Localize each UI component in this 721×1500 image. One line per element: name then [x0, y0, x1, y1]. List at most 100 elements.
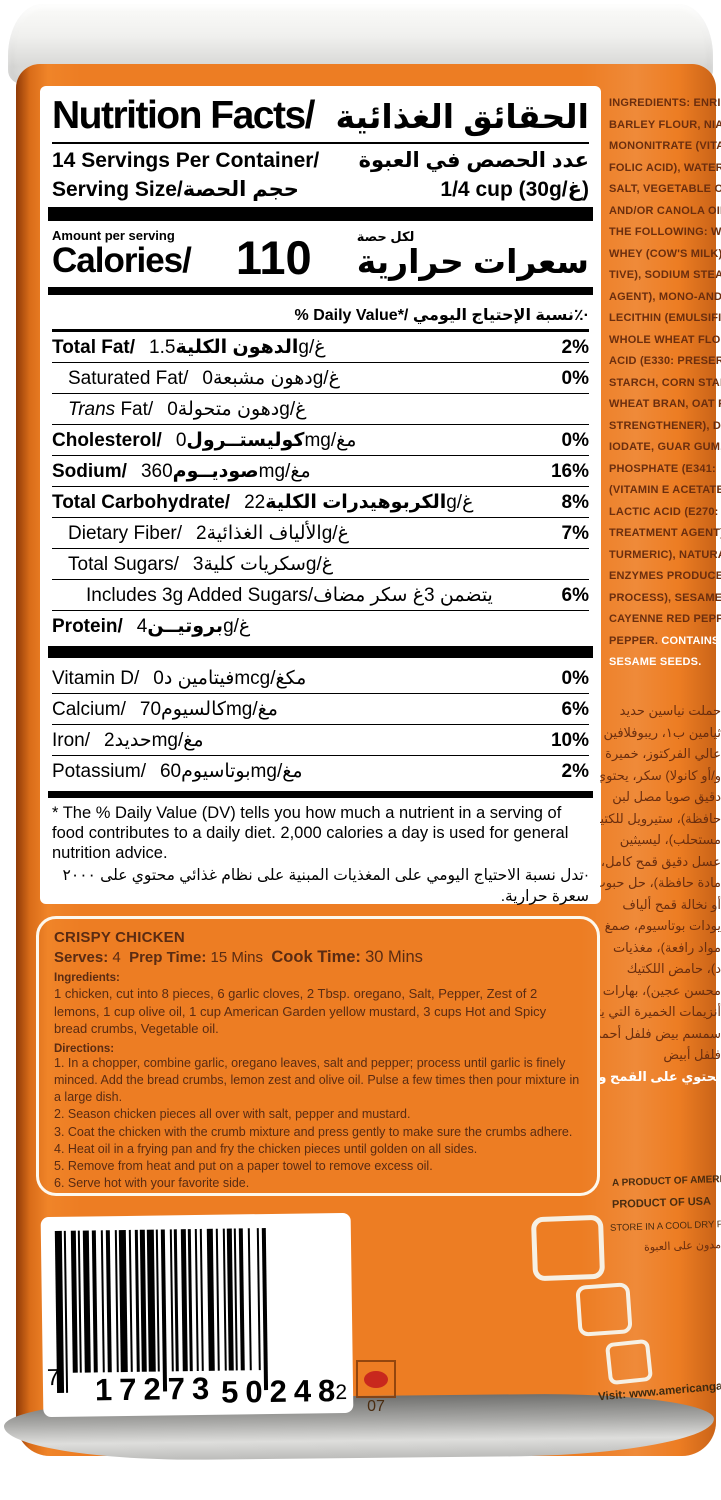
- recipe-ingredients-label: Ingredients:: [54, 972, 120, 984]
- ingredients-line: FOLIC ACID), WATER, Y: [609, 161, 721, 174]
- ingredients-line-ar: مادة حافظة)، حل حبوب: [600, 875, 721, 890]
- nutrition-facts-panel: Nutrition Facts/ الحقائق الغذائية 14 Ser…: [40, 86, 601, 905]
- panel-title-ar: الحقائق الغذائية: [335, 98, 589, 135]
- cook-label: Cook Time:: [271, 948, 361, 966]
- panel-title-en: Nutrition Facts/: [52, 94, 316, 137]
- print-code: 07: [367, 1398, 385, 1415]
- servings-ar: عدد الحصص في العبوة: [358, 149, 589, 172]
- ingredients-line-ar: عالي الفركتوز، خميرة: [605, 746, 721, 761]
- ingredients-line-ar: محسن عجين)، بهارات وألوان: [600, 982, 721, 998]
- ingredients-line: TIVE), SODIUM STEARO: [609, 269, 721, 281]
- ingredients-line-ar: دقيق صويا مصل لبن: [612, 789, 721, 804]
- red-dot-icon: [364, 1370, 388, 1388]
- ingredients-line-ar: سمسم بيض فلفل أحمر: [600, 1025, 721, 1041]
- ingredients-line-ar: حافظة)، ستيرويل للكتيلات: [600, 810, 721, 826]
- divider-thick: [48, 791, 593, 798]
- direction-step: 5. Remove from heat and put on a paper t…: [54, 1159, 433, 1174]
- recipe-meta: Serves: 4 Prep Time: 15 Mins Cook Time: …: [54, 948, 582, 967]
- ingredients-line: BARLEY FLOUR, NIACIN: [609, 118, 721, 131]
- decorative-square-large: [530, 1214, 606, 1282]
- serves-label: Serves:: [54, 949, 109, 966]
- direction-step: 6. Serve hot with your favorite side.: [54, 1176, 250, 1191]
- ingredients-line: IODATE, GUAR GUM,: [609, 441, 721, 453]
- vitamin-row-iron: Iron/حديد2mg/مغ 10%: [52, 725, 589, 756]
- decorative-square-small: [604, 1338, 654, 1386]
- barcode-group-1: 17273: [94, 1370, 217, 1408]
- ingredients-line-ar: حملت نياسين حديد: [619, 703, 721, 718]
- ingredients-line: (VITAMIN E ACETATE,: [609, 484, 721, 496]
- ingredients-column-en: INGREDIENTS: ENRICHE BARLEY FLOUR, NIACIN…: [609, 93, 721, 674]
- recipe-ingredients: 1 chicken, cut into 8 pieces, 6 garlic c…: [54, 986, 547, 1037]
- barcode-bars: [54, 1228, 273, 1393]
- ingredients-line: LACTIC ACID (E270: PRE: [609, 505, 721, 518]
- ingredients-line-ar: أو نخالة قمح ألياف: [622, 896, 721, 912]
- recipe-directions-label: Directions:: [54, 1042, 115, 1055]
- ingredients-column-ar: حملت نياسين حديد ثيامين ب١، ريبوفلافين عال…: [600, 700, 721, 1087]
- prep-value: 15 Mins: [210, 949, 264, 966]
- ingredients-line: CAYENNE RED PEPPE: [609, 613, 721, 625]
- prep-label: Prep Time:: [129, 949, 207, 966]
- calories-label: Calories/: [52, 241, 192, 280]
- barcode-digit-left: 7: [46, 1363, 60, 1391]
- nutrient-row-sat-fat: Saturated Fat/دهون مشبعة0g/غ 0%: [52, 363, 589, 394]
- ingredients-line-ar: يودات بوتاسيوم، صمغ: [604, 918, 721, 933]
- panel-title: Nutrition Facts/ الحقائق الغذائية: [52, 94, 589, 144]
- vitamin-row-potassium: Potassium/بوتاسيوم60mg/مغ 2%: [52, 761, 589, 782]
- servings-row: 14 Servings Per Container/ عدد الحصص في …: [52, 148, 589, 173]
- contains-ar: يحتوي على القمح والسمسم.: [600, 1068, 721, 1084]
- ingredients-line-ar: أنزيمات الخميرة التي يتم: [600, 1004, 721, 1019]
- ingredients-line: WHOLE WHEAT FLOUR: [609, 333, 721, 346]
- ingredients-line: PHOSPHATE (E341:: [609, 462, 716, 475]
- calories-left: Amount per serving Calories/: [52, 228, 192, 280]
- ingredients-line-ar: فلفل أبيض: [663, 1047, 721, 1062]
- barcode-digit-right: 2: [335, 1380, 348, 1405]
- serves-value: 4: [112, 949, 121, 966]
- amount-per-serving: Amount per serving: [52, 228, 175, 243]
- footnote-en: * The % Daily Value (DV) tells you how m…: [52, 804, 569, 863]
- decorative-square-medium: [575, 1282, 633, 1337]
- nutrient-row-added-sugars: Includes 3g Added Sugars/يتضمن 3غ سكر مض…: [52, 580, 589, 611]
- ingredients-line: AND/OR CANOLA OIL),: [609, 204, 721, 217]
- nutrient-row-trans-fat: Trans Fat/دهون متحولة0g/غ: [52, 394, 589, 425]
- recipe-directions: 1. In a chopper, combine garlic, oregano…: [54, 1055, 582, 1193]
- recipe-box: CRISPY CHICKEN Serves: 4 Prep Time: 15 M…: [36, 916, 600, 1196]
- vitamin-row-vitamin-d: Vitamin D/فيتامين د0mcg/مكغ 0%: [52, 663, 589, 694]
- nutrient-row-fiber: Dietary Fiber/الألياف الغذائية2g/غ 7%: [52, 518, 589, 549]
- divider-thick: [48, 287, 593, 295]
- calories-ar: سعرات حرارية: [356, 243, 589, 280]
- footnote-ar: ·تدل نسبة الاحتياج اليومي على المغذيات ا…: [62, 867, 589, 906]
- recipe-title: CRISPY CHICKEN: [54, 929, 185, 946]
- ingredients-line: ENZYMES PRODUCED: [609, 570, 721, 582]
- direction-step: 3. Coat the chicken with the crumb mixtu…: [54, 1124, 573, 1139]
- ingredients-line-ar: مستحلب)، ليسيثين: [619, 832, 721, 847]
- servings-en: 14 Servings Per Container/: [52, 149, 320, 172]
- divider-thick: [48, 207, 593, 221]
- direction-step: 4. Heat oil in a frying pan and fry the …: [54, 1141, 478, 1156]
- calories-block: Amount per serving Calories/ 110 لكل حصة…: [52, 226, 589, 282]
- nutrient-row-total-sugars: Total Sugars/سكريات كلية3g/غ: [52, 549, 589, 580]
- nutrient-row-carbohydrate: Total Carbohydrate/الكربوهيدرات الكلية22…: [52, 487, 589, 518]
- divider-thick: [48, 646, 593, 658]
- ingredients-line: TREATMENT AGENT),: [609, 527, 721, 539]
- ingredients-line: TURMERIC), NATURAL: [609, 548, 721, 561]
- calories-value: 110: [235, 231, 312, 285]
- ingredients-line: STARCH, CORN STARC: [609, 376, 721, 389]
- ingredients-line: ACID (E330: PRESERV: [609, 355, 721, 367]
- ingredients-line: LECITHIN (EMULSIFIER: [609, 312, 721, 324]
- contains-line-1: PEPPER. CONTAINS: W: [609, 634, 721, 647]
- ingredients-line-ar: ثيامين ب١، ريبوفلافين: [603, 724, 721, 740]
- contains-line-2: SESAME SEEDS.: [609, 656, 702, 668]
- per-serving-ar: لكل حصة: [356, 229, 415, 244]
- nutrient-row-total-fat: Total Fat/الدهون الكلية1.5g/غ 2%: [52, 332, 589, 363]
- barcode-group-2: 50248: [220, 1372, 343, 1410]
- print-color-mark: [356, 1360, 396, 1398]
- ingredients-line-ar: مواد رافعة)، مغذيات: [612, 939, 721, 955]
- ingredients-line: STRENGTHENER), DA: [609, 419, 721, 432]
- serving-size-label: Serving Size/حجم الحصة: [52, 178, 299, 201]
- ingredients-line-ar: عسل دقيق قمح كامل،: [600, 853, 721, 869]
- ingredients-line: INGREDIENTS: ENRICHE: [609, 97, 721, 109]
- ingredients-line: SALT, VEGETABLE OIL (: [609, 183, 721, 195]
- ingredients-line: WHEAT BRAN, OAT FI: [609, 398, 721, 410]
- vitamin-row-calcium: Calcium/كالسيوم70mg/مغ 6%: [52, 694, 589, 725]
